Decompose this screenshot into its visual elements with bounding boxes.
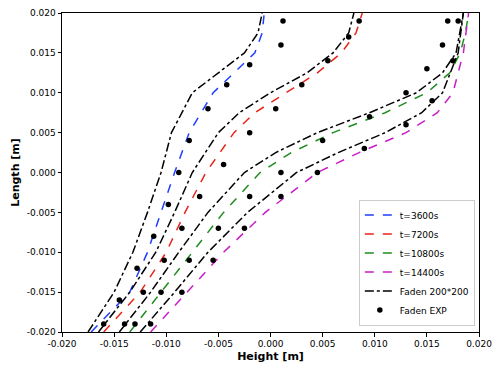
svg-text:Height [m]: Height [m] (237, 350, 304, 363)
svg-text:0.005: 0.005 (30, 128, 56, 138)
svg-text:0.005: 0.005 (310, 339, 336, 349)
svg-text:t=7200s: t=7200s (400, 230, 439, 240)
svg-text:0.010: 0.010 (362, 339, 388, 349)
svg-text:Faden 200*200: Faden 200*200 (400, 287, 469, 297)
svg-text:t=3600s: t=3600s (400, 211, 439, 221)
svg-text:0.000: 0.000 (258, 339, 284, 349)
svg-text:0.020: 0.020 (30, 8, 56, 18)
svg-text:Length [m]: Length [m] (9, 138, 22, 207)
svg-text:t=14400s: t=14400s (400, 268, 445, 278)
svg-text:t=10800s: t=10800s (400, 249, 445, 259)
svg-text:-0.015: -0.015 (27, 287, 56, 297)
svg-text:-0.015: -0.015 (100, 339, 129, 349)
svg-text:0.010: 0.010 (30, 88, 56, 98)
svg-text:0.015: 0.015 (30, 48, 56, 58)
svg-text:0.020: 0.020 (466, 339, 492, 349)
svg-text:-0.020: -0.020 (27, 327, 56, 337)
svg-text:-0.020: -0.020 (47, 339, 76, 349)
svg-text:0.015: 0.015 (414, 339, 440, 349)
svg-text:Faden EXP: Faden EXP (400, 306, 448, 316)
svg-text:-0.010: -0.010 (152, 339, 181, 349)
svg-text:-0.005: -0.005 (27, 208, 56, 218)
svg-text:-0.010: -0.010 (27, 247, 56, 257)
svg-text:-0.005: -0.005 (204, 339, 233, 349)
svg-text:0.000: 0.000 (30, 168, 56, 178)
